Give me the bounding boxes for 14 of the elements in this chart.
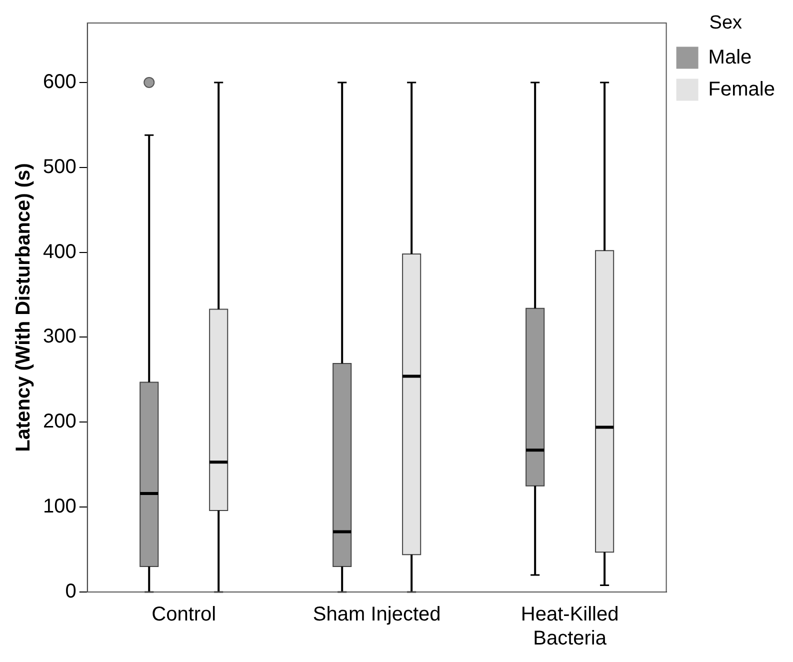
legend-label: Male — [708, 46, 752, 68]
y-tick-label: 500 — [42, 156, 76, 178]
y-tick-label: 300 — [42, 326, 76, 348]
y-tick-label: 200 — [42, 410, 76, 433]
x-tick-label: Sham Injected — [312, 604, 441, 626]
x-tick-label: Control — [152, 604, 216, 626]
y-tick-label: 600 — [42, 70, 76, 93]
y-tick-label: 0 — [65, 580, 76, 603]
x-tick-label: Heat-Killed Bacteria — [520, 604, 619, 650]
legend-title: Sex — [709, 12, 743, 34]
y-axis-title: Latency (With Disturbance) (s) — [12, 163, 35, 452]
y-tick-label: 400 — [42, 240, 76, 263]
y-tick-label: 100 — [42, 496, 76, 518]
legend-label: Female — [708, 78, 776, 100]
